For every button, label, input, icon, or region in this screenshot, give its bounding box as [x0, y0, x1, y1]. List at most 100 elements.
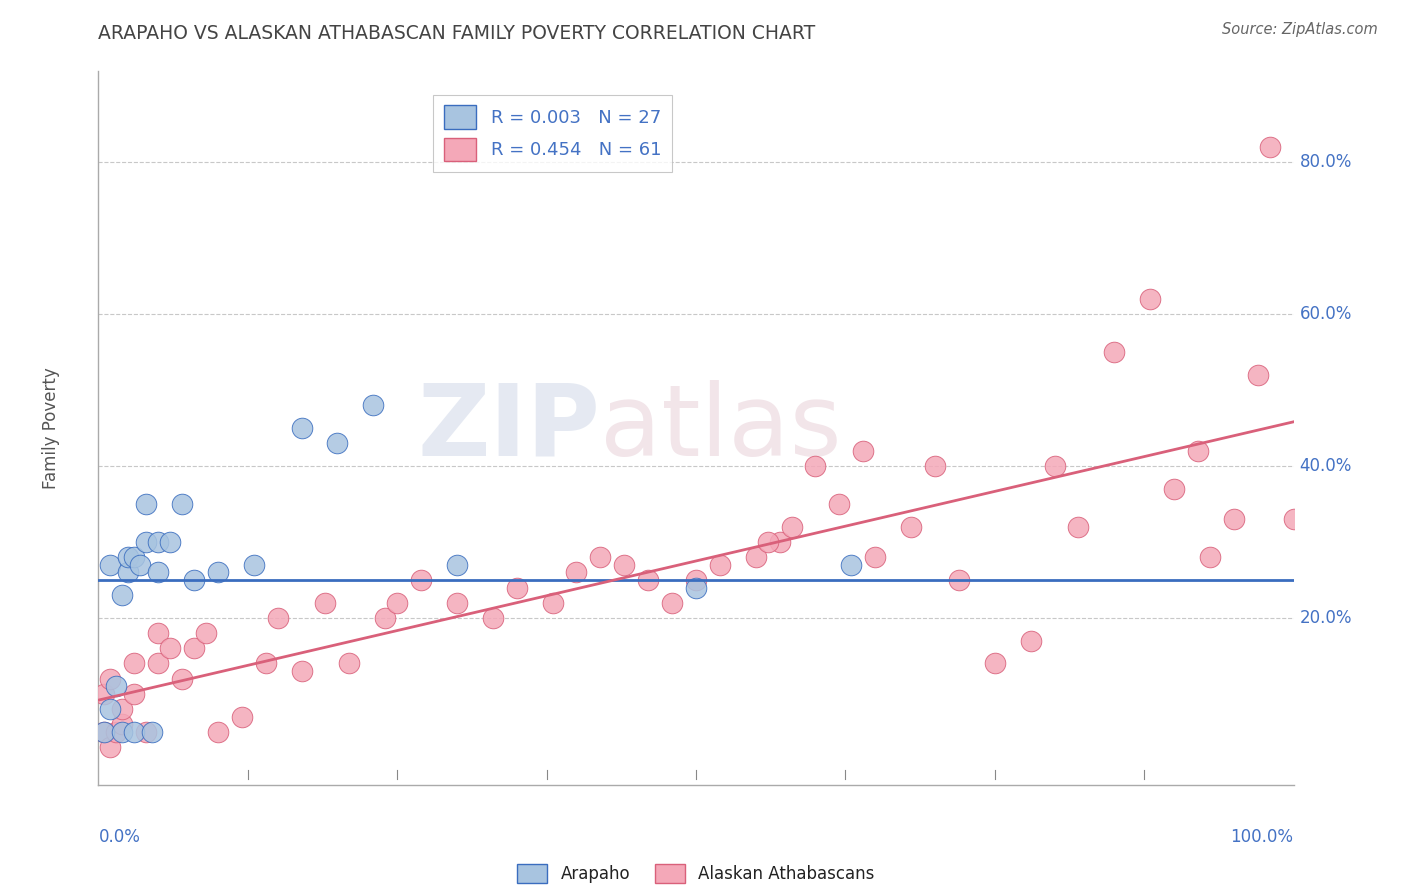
Point [1104, 345, 1126, 359]
Point [159, 535, 181, 549]
Point [111, 702, 134, 716]
Point [183, 573, 205, 587]
Point [291, 664, 314, 678]
Point [506, 581, 529, 595]
Point [446, 558, 468, 572]
Point [148, 566, 170, 580]
Point [172, 497, 194, 511]
Point [565, 566, 588, 580]
Point [207, 724, 229, 739]
Text: 20.0%: 20.0% [1299, 609, 1353, 627]
Point [541, 596, 564, 610]
Point [124, 687, 146, 701]
Point [98, 702, 122, 716]
Point [111, 724, 134, 739]
Point [105, 679, 128, 693]
Text: 40.0%: 40.0% [1299, 457, 1353, 475]
Text: 0.0%: 0.0% [98, 828, 141, 846]
Point [231, 709, 253, 723]
Text: ZIP: ZIP [418, 380, 600, 476]
Point [148, 535, 170, 549]
Point [124, 550, 146, 565]
Point [481, 611, 505, 625]
Point [1019, 633, 1042, 648]
Point [446, 596, 468, 610]
Point [93, 724, 115, 739]
Point [135, 535, 157, 549]
Text: 60.0%: 60.0% [1299, 305, 1353, 323]
Point [852, 444, 875, 458]
Point [804, 459, 827, 474]
Point [1163, 482, 1185, 496]
Point [1258, 140, 1281, 154]
Point [129, 558, 152, 572]
Point [159, 641, 181, 656]
Point [661, 596, 683, 610]
Point [1223, 512, 1246, 526]
Point [254, 657, 277, 671]
Point [111, 588, 134, 602]
Point [267, 611, 290, 625]
Point [124, 724, 146, 739]
Point [98, 672, 122, 686]
Point [841, 558, 863, 572]
Point [984, 657, 1007, 671]
Point [948, 573, 970, 587]
Point [148, 626, 170, 640]
Point [865, 550, 887, 565]
Point [589, 550, 612, 565]
Point [183, 641, 205, 656]
Point [1187, 444, 1209, 458]
Point [315, 596, 337, 610]
Point [291, 421, 314, 435]
Point [135, 497, 157, 511]
Point [385, 596, 409, 610]
Point [111, 717, 134, 731]
Point [1282, 512, 1305, 526]
Point [105, 724, 128, 739]
Point [411, 573, 433, 587]
Point [768, 535, 790, 549]
Point [1199, 550, 1222, 565]
Point [98, 558, 122, 572]
Point [148, 657, 170, 671]
Point [195, 626, 218, 640]
Point [637, 573, 659, 587]
Text: atlas: atlas [600, 380, 842, 476]
Text: 80.0%: 80.0% [1299, 153, 1353, 171]
Point [924, 459, 946, 474]
Point [117, 566, 139, 580]
Point [207, 566, 229, 580]
Point [709, 558, 731, 572]
Text: Source: ZipAtlas.com: Source: ZipAtlas.com [1222, 22, 1378, 37]
Text: Family Poverty: Family Poverty [42, 368, 59, 489]
Point [756, 535, 779, 549]
Point [1247, 368, 1270, 382]
Point [339, 657, 361, 671]
Point [685, 573, 707, 587]
Point [745, 550, 768, 565]
Point [243, 558, 266, 572]
Point [141, 724, 163, 739]
Point [117, 550, 139, 565]
Point [374, 611, 396, 625]
Point [172, 672, 194, 686]
Point [93, 687, 115, 701]
Point [98, 739, 122, 754]
Point [363, 398, 385, 412]
Point [326, 436, 349, 450]
Point [780, 520, 803, 534]
Point [685, 581, 707, 595]
Point [1043, 459, 1066, 474]
Text: ARAPAHO VS ALASKAN ATHABASCAN FAMILY POVERTY CORRELATION CHART: ARAPAHO VS ALASKAN ATHABASCAN FAMILY POV… [98, 24, 815, 43]
Point [900, 520, 922, 534]
Point [828, 497, 851, 511]
Legend: Arapaho, Alaskan Athabascans: Arapaho, Alaskan Athabascans [510, 857, 882, 890]
Point [1139, 292, 1161, 306]
Point [613, 558, 636, 572]
Text: 100.0%: 100.0% [1230, 828, 1294, 846]
Point [93, 724, 115, 739]
Point [135, 724, 157, 739]
Point [1067, 520, 1090, 534]
Point [124, 657, 146, 671]
